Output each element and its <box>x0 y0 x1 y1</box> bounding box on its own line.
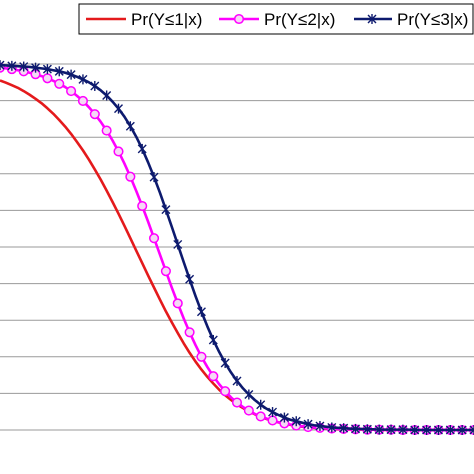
data-point <box>362 424 372 435</box>
data-point <box>173 239 183 250</box>
legend-marker-series-2 <box>233 13 245 25</box>
data-point <box>137 143 147 154</box>
data-point <box>89 109 100 120</box>
data-point <box>77 95 88 107</box>
legend-box <box>78 3 474 35</box>
marker-stroke <box>0 64 5 70</box>
data-point <box>469 425 474 435</box>
data-point <box>137 200 148 212</box>
data-point <box>243 405 254 416</box>
data-point <box>114 103 123 114</box>
data-point <box>161 204 171 215</box>
data-point <box>90 80 100 91</box>
data-point <box>457 425 467 435</box>
data-point <box>422 425 432 435</box>
legend: Pr(Y≤1|x) Pr(Y≤2|x) Pr(Y≤3|x) <box>78 3 474 35</box>
data-point <box>244 389 254 400</box>
data-point <box>31 62 41 73</box>
data-point <box>291 416 301 427</box>
data-point <box>7 60 17 71</box>
data-point <box>315 420 325 431</box>
data-point <box>19 61 29 72</box>
data-point <box>196 306 206 317</box>
data-point <box>54 78 65 89</box>
data-point <box>268 407 278 418</box>
data-point <box>196 351 207 362</box>
data-point <box>66 86 77 97</box>
data-point <box>113 146 124 157</box>
data-point <box>160 266 171 277</box>
data-point <box>339 423 349 434</box>
legend-label-series-2: Pr(Y≤2|x) <box>264 10 335 29</box>
data-point <box>66 69 76 80</box>
data-point <box>256 399 266 410</box>
data-point <box>327 422 337 433</box>
marker-stroke <box>469 429 474 435</box>
data-point <box>42 64 52 75</box>
marker-stroke <box>469 425 474 431</box>
data-point <box>398 424 408 435</box>
data-point <box>54 66 64 77</box>
data-point <box>231 397 243 408</box>
data-point <box>220 358 230 369</box>
data-point <box>125 121 135 132</box>
data-point <box>172 298 183 309</box>
legend-label-series-1: Pr(Y≤1|x) <box>131 10 202 29</box>
data-point <box>184 327 195 338</box>
data-point <box>445 425 455 435</box>
data-point <box>351 423 360 434</box>
data-point <box>42 73 53 84</box>
data-point <box>279 412 289 423</box>
data-point <box>149 172 159 183</box>
data-point <box>410 425 420 435</box>
data-point <box>101 125 112 136</box>
data-point <box>0 60 5 71</box>
data-point <box>433 425 443 435</box>
data-point <box>267 415 278 426</box>
data-point <box>386 424 396 435</box>
data-point <box>102 90 112 101</box>
series-layer <box>0 60 474 436</box>
data-point <box>78 74 88 85</box>
series-line <box>0 63 474 432</box>
marker-stroke <box>0 60 5 67</box>
data-point <box>125 171 136 182</box>
data-point <box>232 375 242 386</box>
legend-label-series-3: Pr(Y≤3|x) <box>397 10 468 29</box>
gridlines <box>0 63 474 431</box>
data-point <box>208 371 219 382</box>
data-point <box>208 334 218 345</box>
data-point <box>374 424 384 435</box>
data-point <box>303 419 313 430</box>
data-point <box>220 386 231 397</box>
data-point <box>185 274 195 285</box>
legend-marker-series-3 <box>367 14 377 24</box>
series-line <box>0 66 474 432</box>
data-point <box>255 411 266 422</box>
series-3 <box>0 60 474 435</box>
data-point <box>149 233 160 244</box>
